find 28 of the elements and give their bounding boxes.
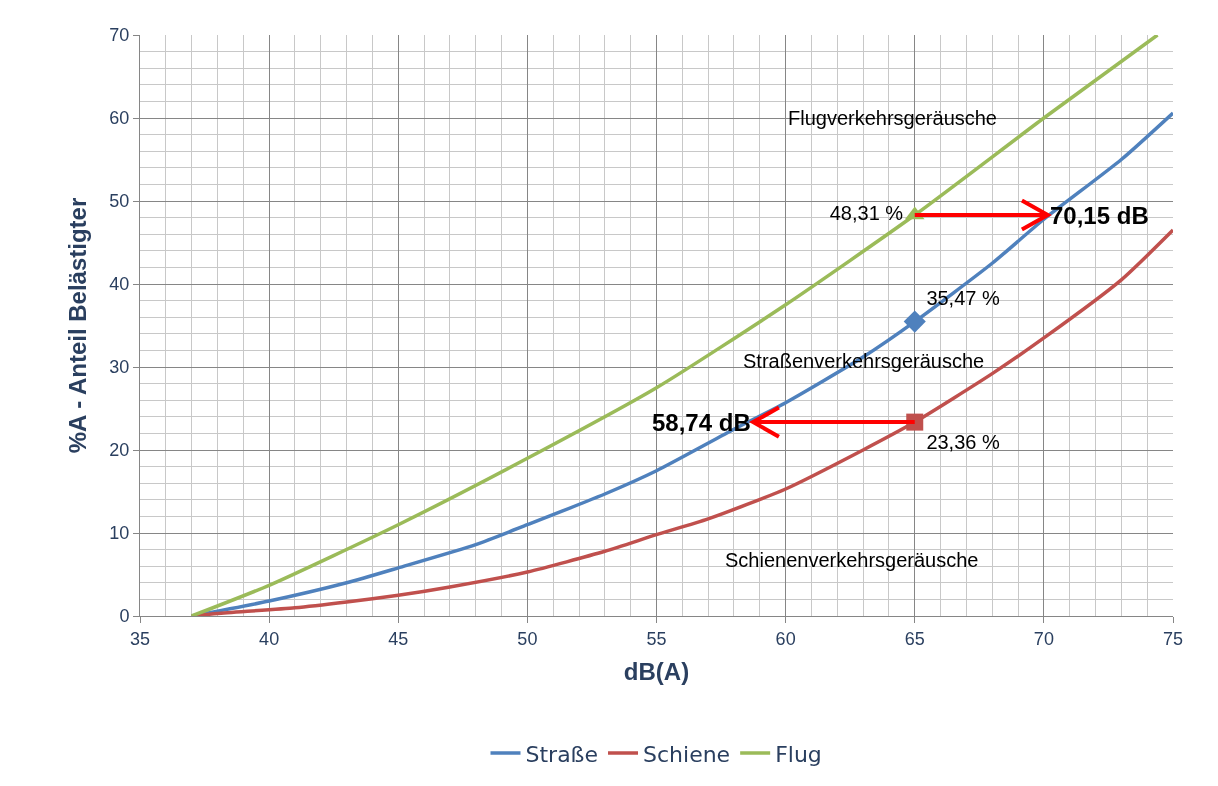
annotation: Schienenverkehrsgeräusche (725, 549, 979, 571)
x-tick-label: 65 (904, 628, 925, 649)
y-tick-label: 20 (109, 440, 130, 461)
legend-label: Flug (775, 741, 822, 767)
x-tick-label: 45 (388, 628, 409, 649)
y-tick-label: 10 (109, 523, 130, 544)
x-tick-label: 40 (259, 628, 280, 649)
y-tick-label: 40 (109, 274, 130, 295)
x-tick-label: 70 (1033, 628, 1054, 649)
annotation: Flugverkehrsgeräusche (788, 107, 997, 129)
y-tick-label: 50 (109, 191, 130, 212)
x-tick-label: 35 (129, 628, 151, 649)
y-tick-label: 60 (109, 108, 130, 129)
x-tick-label: 75 (1162, 628, 1184, 649)
x-tick-label: 55 (646, 628, 667, 649)
data-label: 23,36 % (926, 430, 1000, 453)
legend-label: Schiene (643, 741, 731, 767)
x-axis-title: dB(A) (623, 657, 690, 685)
y-tick-label: 70 (109, 25, 130, 46)
legend-label: Straße (525, 741, 599, 767)
data-label: 48,31 % (829, 202, 904, 225)
annotation: 70,15 dB (1050, 202, 1149, 229)
annotation: 58,74 dB (652, 409, 751, 436)
y-tick-label: 0 (119, 606, 130, 627)
y-axis-title: %A - Anteil Belästigter (64, 197, 92, 454)
x-tick-label: 60 (775, 628, 796, 649)
x-tick-label: 50 (517, 628, 538, 649)
y-tick-label: 30 (109, 357, 130, 378)
